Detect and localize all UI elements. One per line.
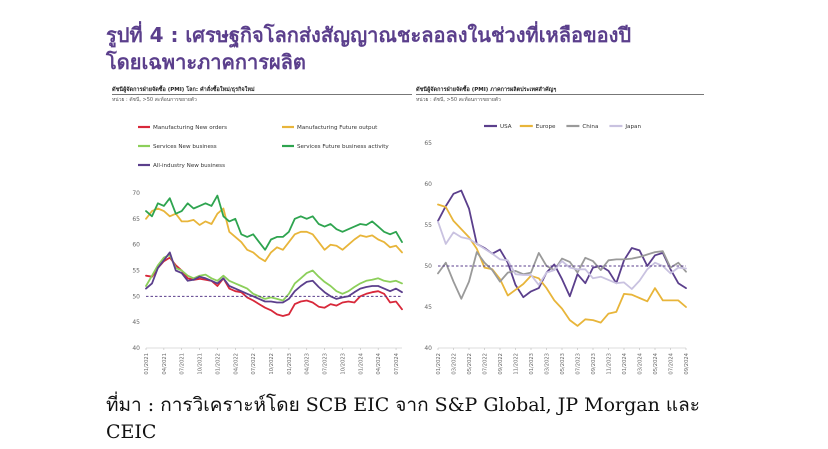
x-tick-label: 04/2021 <box>162 353 168 375</box>
header-rule <box>112 94 412 95</box>
legend-item-manufacturing-new-orders: Manufacturing New orders <box>138 125 227 131</box>
legend-label: Services Future business activity <box>297 144 389 150</box>
y-tick-label: 45 <box>424 304 432 311</box>
chart-subtitle: หน่วย : ดัชนี, >50 สะท้อนการขยายตัว <box>112 97 197 103</box>
x-tick-label: 07/2023 <box>576 353 582 375</box>
x-tick-label: 04/2024 <box>376 352 382 374</box>
x-tick-label: 01/2024 <box>622 352 628 374</box>
legend-item-all-industry-new-business: All-industry New business <box>138 163 225 169</box>
x-tick-label: 01/2023 <box>529 353 535 375</box>
x-tick-label: 09/2024 <box>684 352 690 374</box>
series-line-all-industry-new-business <box>145 251 403 304</box>
global-pmi-new-orders-chart: ดัชนีผู้จัดการฝ่ายจัดซื้อ (PMI) โลก: คำส… <box>112 86 412 375</box>
chart-title: ดัชนีผู้จัดการฝ่ายจัดซื้อ (PMI) โลก: คำส… <box>112 87 255 93</box>
x-tick-label: 10/2022 <box>269 353 275 375</box>
legend-item-japan: Japan <box>609 124 641 130</box>
legend-label: Services New business <box>153 144 217 150</box>
legend-label: Europe <box>536 124 556 130</box>
series-line-japan <box>437 220 687 290</box>
legend-item-china: China <box>566 124 598 130</box>
y-tick-label: 45 <box>132 319 140 326</box>
series-line-services-future-activity <box>145 194 403 251</box>
legend-item-manufacturing-future-output: Manufacturing Future output <box>282 125 378 131</box>
x-tick-label: 09/2023 <box>591 353 597 375</box>
legend-item-europe: Europe <box>519 124 556 130</box>
y-tick-label: 40 <box>132 345 140 352</box>
x-tick-label: 07/2023 <box>323 353 329 375</box>
x-tick-label: 07/2022 <box>483 353 489 375</box>
x-tick-label: 07/2024 <box>669 352 675 374</box>
header-rule <box>416 94 704 95</box>
page-title: รูปที่ 4 : เศรษฐกิจโลกส่งสัญญาณชะลอลงในช… <box>106 22 746 76</box>
y-tick-label: 60 <box>132 242 140 249</box>
y-tick-label: 65 <box>132 216 140 223</box>
chart-header: ดัชนีผู้จัดการฝ่ายจัดซื้อ (PMI) ภาคการผล… <box>416 86 704 104</box>
x-tick-label: 09/2022 <box>498 353 504 375</box>
x-tick-label: 01/2022 <box>215 353 221 375</box>
line-chart-svg: USA Europe China Japan 40 45 50 55 60 65 01/2022 03… <box>424 124 690 375</box>
country-manufacturing-pmi-chart: ดัชนีผู้จัดการฝ่ายจัดซื้อ (PMI) ภาคการผล… <box>416 86 704 375</box>
legend-label: USA <box>500 124 512 130</box>
x-tick-label: 01/2023 <box>287 353 293 375</box>
series-line-services-new-business <box>145 254 403 302</box>
y-tick-label: 65 <box>424 140 432 147</box>
legend-label: Manufacturing Future output <box>297 125 378 131</box>
y-tick-label: 70 <box>132 190 140 197</box>
chart-subtitle: หน่วย : ดัชนี, >50 สะท้อนการขยายตัว <box>416 97 501 103</box>
series-line-china <box>437 250 687 300</box>
x-tick-label: 01/2024 <box>358 352 364 374</box>
x-tick-label: 04/2023 <box>305 353 311 375</box>
line-chart-svg: Manufacturing New orders Manufacturing Fu… <box>132 125 403 375</box>
x-tick-label: 03/2022 <box>452 353 458 375</box>
y-tick-label: 55 <box>132 268 140 275</box>
series-line-manufacturing-future-output <box>145 207 403 263</box>
x-tick-label: 07/2022 <box>251 353 257 375</box>
x-tick-label: 03/2024 <box>638 352 644 374</box>
series-line-manufacturing-new-orders <box>145 256 403 317</box>
x-tick-label: 10/2023 <box>340 353 346 375</box>
title-line-1: รูปที่ 4 : เศรษฐกิจโลกส่งสัญญาณชะลอลงในช… <box>106 23 632 47</box>
legend-label: Manufacturing New orders <box>153 125 227 131</box>
x-tick-label: 05/2024 <box>653 352 659 374</box>
x-tick-label: 11/2022 <box>514 353 520 375</box>
x-tick-label: 01/2021 <box>144 353 150 375</box>
chart-header: ดัชนีผู้จัดการฝ่ายจัดซื้อ (PMI) โลก: คำส… <box>112 86 412 104</box>
x-tick-label: 03/2023 <box>545 353 551 375</box>
y-tick-label: 50 <box>132 293 140 300</box>
legend-item-services-future-activity: Services Future business activity <box>282 144 389 150</box>
x-tick-label: 10/2021 <box>198 353 204 375</box>
legend-item-usa: USA <box>484 124 512 130</box>
x-tick-label: 07/2021 <box>180 353 186 375</box>
y-tick-label: 40 <box>424 345 432 352</box>
x-tick-label: 11/2023 <box>607 353 613 375</box>
chart-title: ดัชนีผู้จัดการฝ่ายจัดซื้อ (PMI) ภาคการผล… <box>416 87 557 93</box>
x-tick-label: 05/2023 <box>560 353 566 375</box>
legend-label: Japan <box>624 124 641 130</box>
source-note: ที่มา : การวิเคราะห์โดย SCB EIC จาก S&P … <box>106 394 700 443</box>
y-tick-label: 60 <box>424 181 432 188</box>
x-tick-label: 05/2022 <box>467 353 473 375</box>
y-tick-label: 50 <box>424 263 432 270</box>
x-tick-label: 04/2022 <box>233 353 239 375</box>
x-tick-label: 07/2024 <box>394 352 400 374</box>
y-tick-label: 55 <box>424 222 432 229</box>
legend-label: China <box>582 124 598 130</box>
x-tick-label: 01/2022 <box>436 353 442 375</box>
legend-label: All-industry New business <box>153 163 225 169</box>
legend-item-services-new-business: Services New business <box>138 144 217 150</box>
title-line-2: โดยเฉพาะภาคการผลิต <box>106 50 306 74</box>
